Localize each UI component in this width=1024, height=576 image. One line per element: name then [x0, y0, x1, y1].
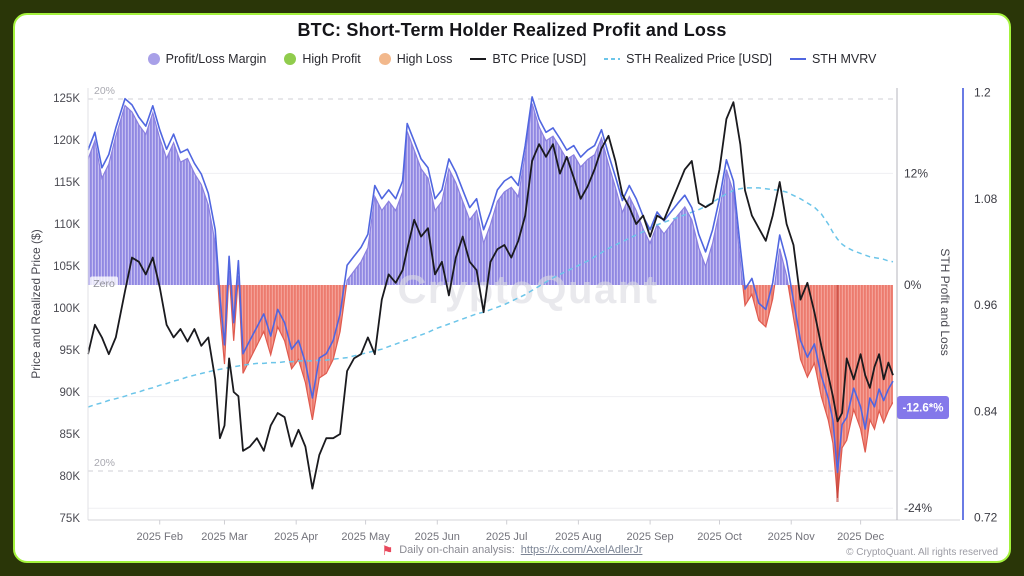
- legend-item-sth-realized-price[interactable]: STH Realized Price [USD]: [604, 52, 772, 66]
- price-tick-label: 75K: [60, 513, 81, 525]
- mvrv-tick-label: 1.2: [974, 86, 991, 100]
- legend-item-high-loss[interactable]: High Loss: [378, 52, 453, 66]
- footer-link[interactable]: https://x.com/AxelAdlerJr: [520, 544, 643, 556]
- month-label: 2025 Oct: [697, 531, 742, 543]
- mvrv-tick-label: 1.08: [974, 192, 998, 206]
- month-label: 2025 Dec: [837, 531, 885, 543]
- left-axis-title: Price and Realized Price ($): [29, 229, 43, 378]
- legend-item-sth-mvrv[interactable]: STH MVRV: [789, 52, 877, 66]
- black-line-icon: [470, 57, 487, 61]
- legend-label: STH Realized Price [USD]: [626, 52, 772, 66]
- legend-label: STH MVRV: [811, 52, 877, 66]
- footer-note: ⚑ Daily on-chain analysis: https://x.com…: [0, 542, 1024, 558]
- month-label: 2025 Sep: [627, 531, 674, 543]
- price-tick-label: 115K: [54, 177, 80, 189]
- legend-label: Profit/Loss Margin: [165, 52, 267, 66]
- orange-dot-icon: [378, 53, 391, 65]
- mvrv-tick-label: 0.84: [974, 404, 998, 418]
- copyright-text: © CryptoQuant. All rights reserved: [846, 547, 998, 558]
- zero-label-bg: [90, 276, 118, 290]
- price-tick-label: 95K: [60, 345, 81, 357]
- price-tick-label: 90K: [60, 387, 81, 399]
- flag-icon: ⚑: [381, 542, 394, 558]
- current-value-badge-text: -12.6*%: [903, 403, 944, 415]
- month-label: 2025 Jun: [415, 531, 460, 543]
- legend-label: High Loss: [396, 52, 453, 66]
- purple-dot-icon: [147, 53, 160, 65]
- zero-label: Zero: [93, 278, 115, 290]
- chart-legend: Profit/Loss Margin High Profit High Loss…: [0, 52, 1024, 66]
- pct-tick-label: 12%: [904, 166, 928, 180]
- month-label: 2025 Mar: [201, 531, 248, 543]
- margin-edge-negative: [217, 285, 893, 499]
- month-label: 2025 Apr: [274, 531, 318, 543]
- month-label: 2025 Feb: [136, 531, 182, 543]
- month-label: 2025 May: [341, 531, 390, 543]
- legend-label: BTC Price [USD]: [492, 52, 587, 66]
- legend-label: High Profit: [302, 52, 361, 66]
- price-tick-label: 80K: [60, 471, 81, 483]
- price-tick-label: 125K: [53, 93, 80, 105]
- btc-price-line: [87, 101, 894, 490]
- price-tick-label: 120K: [53, 135, 80, 147]
- month-label: 2025 Jul: [486, 531, 528, 543]
- watermark: CryptoQuant: [398, 268, 659, 312]
- current-value-badge: [897, 396, 949, 419]
- legend-item-btc-price[interactable]: BTC Price [USD]: [470, 52, 586, 66]
- legend-item-high-profit[interactable]: High Profit: [284, 52, 361, 66]
- sth-mvrv-line: [87, 96, 894, 474]
- page-title: BTC: Short-Term Holder Realized Profit a…: [297, 20, 727, 40]
- price-tick-label: 105K: [53, 261, 80, 273]
- price-tick-label: 110K: [54, 219, 80, 231]
- mvrv-tick-label: 0.72: [974, 511, 998, 525]
- green-dot-icon: [284, 53, 297, 65]
- month-label: 2025 Nov: [768, 531, 816, 543]
- mvrv-tick-label: 0.96: [974, 298, 998, 312]
- pct-tick-label: 0%: [904, 278, 922, 292]
- price-tick-label: 85K: [60, 429, 81, 441]
- legend-item-profit-loss-margin[interactable]: Profit/Loss Margin: [147, 52, 267, 66]
- pct-tick-label: -24%: [904, 501, 932, 515]
- upper-band-label: 20%: [94, 85, 115, 97]
- margin-edge-positive: [88, 103, 789, 285]
- month-label: 2025 Aug: [555, 531, 602, 543]
- cyan-dashed-line-icon: [604, 57, 621, 61]
- price-tick-label: 100K: [53, 303, 80, 315]
- margin-area-positive: [88, 103, 893, 285]
- lower-band-label: 20%: [94, 457, 115, 469]
- footer-text: Daily on-chain analysis:: [399, 544, 515, 556]
- blue-line-icon: [789, 57, 806, 61]
- right-axis-title: STH Profit and Loss: [938, 248, 952, 355]
